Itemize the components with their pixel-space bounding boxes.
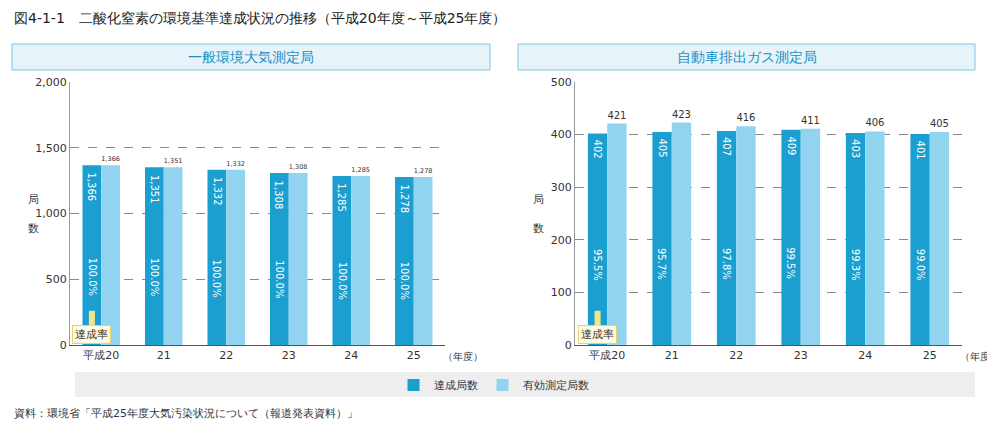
svg-text:100.0%: 100.0% — [274, 260, 285, 298]
svg-text:図4-1-1 二酸化窒素の環境基準達成状況の推移（平成20年: 図4-1-1 二酸化窒素の環境基準達成状況の推移（平成20年度～平成25年度） — [14, 10, 506, 26]
svg-text:1,308: 1,308 — [273, 181, 284, 210]
svg-text:24: 24 — [344, 349, 358, 362]
svg-text:400: 400 — [551, 128, 572, 141]
svg-text:0: 0 — [60, 339, 67, 352]
svg-text:401: 401 — [915, 141, 926, 160]
svg-text:23: 23 — [794, 349, 808, 362]
svg-text:局数: 局数 — [533, 193, 544, 235]
svg-text:23: 23 — [282, 349, 296, 362]
svg-text:達成率: 達成率 — [581, 328, 614, 341]
svg-text:（年度）: （年度） — [960, 351, 987, 362]
svg-text:99.5%: 99.5% — [785, 247, 796, 279]
svg-text:22: 22 — [729, 349, 743, 362]
svg-text:2,000: 2,000 — [35, 76, 67, 89]
svg-text:1,351: 1,351 — [164, 157, 183, 165]
svg-text:421: 421 — [607, 110, 626, 121]
svg-text:平成20: 平成20 — [589, 349, 625, 362]
svg-text:402: 402 — [592, 140, 603, 159]
svg-text:平成20: 平成20 — [83, 349, 119, 362]
svg-text:1,000: 1,000 — [35, 207, 67, 220]
svg-text:100: 100 — [551, 286, 572, 299]
svg-text:100.0%: 100.0% — [87, 258, 98, 296]
svg-text:有効測定局数: 有効測定局数 — [523, 379, 589, 392]
svg-text:一般環境大気測定局: 一般環境大気測定局 — [188, 49, 314, 65]
svg-text:99.3%: 99.3% — [850, 249, 861, 281]
svg-text:1,500: 1,500 — [35, 142, 67, 155]
svg-text:25: 25 — [923, 349, 937, 362]
svg-text:407: 407 — [721, 137, 732, 156]
svg-text:21: 21 — [665, 349, 679, 362]
svg-text:22: 22 — [219, 349, 233, 362]
svg-text:24: 24 — [858, 349, 872, 362]
svg-text:達成局数: 達成局数 — [434, 379, 478, 392]
svg-text:97.8%: 97.8% — [721, 248, 732, 280]
svg-text:411: 411 — [801, 115, 820, 126]
svg-text:25: 25 — [407, 349, 421, 362]
svg-text:406: 406 — [865, 117, 884, 128]
svg-text:資料：環境省「平成25年度大気汚染状況について（報道発表資料: 資料：環境省「平成25年度大気汚染状況について（報道発表資料）」 — [14, 407, 358, 420]
svg-text:達成率: 達成率 — [75, 328, 108, 341]
svg-text:200: 200 — [551, 234, 572, 247]
svg-text:1,332: 1,332 — [212, 177, 223, 206]
svg-text:423: 423 — [672, 109, 691, 120]
svg-text:1,285: 1,285 — [351, 166, 370, 174]
svg-text:1,332: 1,332 — [226, 160, 245, 168]
svg-text:95.5%: 95.5% — [592, 249, 603, 281]
svg-text:416: 416 — [736, 112, 755, 123]
svg-text:95.7%: 95.7% — [656, 248, 667, 280]
svg-text:100.0%: 100.0% — [211, 260, 222, 298]
svg-text:1,285: 1,285 — [336, 183, 347, 212]
svg-text:405: 405 — [930, 118, 949, 129]
svg-text:100.0%: 100.0% — [149, 258, 160, 296]
svg-text:（年度）: （年度） — [443, 351, 483, 362]
svg-text:300: 300 — [551, 181, 572, 194]
svg-text:99.0%: 99.0% — [915, 249, 926, 281]
svg-text:1,366: 1,366 — [101, 155, 120, 163]
svg-text:100.0%: 100.0% — [399, 262, 410, 300]
svg-text:21: 21 — [157, 349, 171, 362]
svg-text:1,366: 1,366 — [86, 172, 97, 201]
svg-text:1,308: 1,308 — [289, 163, 308, 171]
svg-text:500: 500 — [551, 76, 572, 89]
svg-text:409: 409 — [786, 136, 797, 155]
svg-text:0: 0 — [565, 339, 572, 352]
svg-text:403: 403 — [850, 139, 861, 158]
svg-text:500: 500 — [46, 273, 67, 286]
svg-text:1,351: 1,351 — [149, 175, 160, 204]
svg-text:局数: 局数 — [28, 193, 39, 235]
svg-text:405: 405 — [657, 139, 668, 158]
svg-text:1,278: 1,278 — [399, 185, 410, 214]
svg-text:1,278: 1,278 — [414, 167, 433, 175]
svg-text:自動車排出ガス測定局: 自動車排出ガス測定局 — [677, 49, 817, 65]
svg-text:100.0%: 100.0% — [337, 262, 348, 300]
